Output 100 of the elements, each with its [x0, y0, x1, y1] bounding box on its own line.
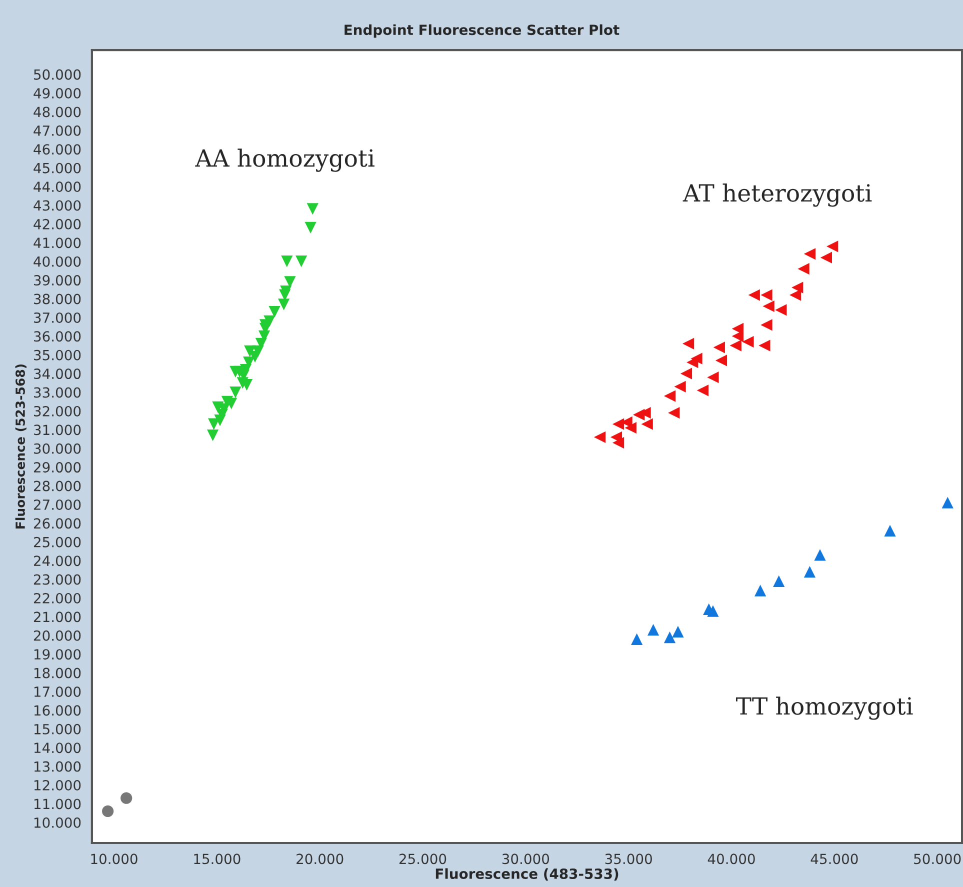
- y-tick-label: 45.000: [34, 162, 81, 174]
- y-tick-label: 44.000: [34, 182, 81, 192]
- x-tick-label: 30.000: [502, 854, 550, 864]
- point: [707, 605, 719, 617]
- point: [804, 248, 816, 260]
- y-tick-label: 19.000: [34, 649, 81, 660]
- point: [102, 805, 114, 818]
- point: [244, 345, 256, 357]
- annotation: AT heterozygoti: [682, 184, 872, 207]
- point: [798, 263, 810, 275]
- point: [214, 414, 226, 426]
- y-tick-label: 12.000: [34, 780, 81, 790]
- y-tick-label: 33.000: [34, 387, 81, 398]
- point: [304, 222, 316, 234]
- point: [268, 306, 280, 318]
- y-tick-label: 39.000: [34, 275, 81, 286]
- chart-title: Endpoint Fluorescence Scatter Plot: [344, 24, 620, 38]
- y-tick-label: 18.000: [34, 668, 81, 678]
- point: [278, 298, 290, 310]
- y-tick-label: 29.000: [34, 462, 81, 473]
- point: [306, 203, 318, 215]
- y-tick-label: 27.000: [34, 499, 81, 510]
- y-tick-label: 43.000: [34, 200, 81, 211]
- y-tick-label: 22.000: [34, 592, 81, 604]
- y-tick-label: 15.000: [34, 724, 81, 734]
- y-tick-label: 42.000: [34, 218, 81, 230]
- point: [672, 626, 684, 638]
- point: [758, 340, 770, 352]
- y-tick-label: 23.000: [34, 574, 81, 585]
- y-tick-label: 28.000: [34, 480, 81, 492]
- y-tick-label: 49.000: [34, 88, 81, 99]
- x-axis-title: Fluorescence (483-533): [436, 868, 618, 881]
- point: [884, 524, 896, 536]
- point: [762, 300, 774, 312]
- point: [633, 408, 645, 421]
- point: [664, 631, 676, 644]
- point: [281, 256, 293, 268]
- point: [820, 252, 832, 264]
- point: [612, 436, 624, 449]
- y-tick-label: 50.000: [34, 69, 81, 80]
- y-tick-label: 47.000: [34, 125, 81, 136]
- y-tick-label: 11.000: [34, 798, 81, 810]
- point: [641, 418, 653, 430]
- point: [212, 401, 224, 414]
- annotation: TT homozygoti: [736, 696, 913, 720]
- y-tick-label: 34.000: [34, 368, 81, 380]
- y-tick-label: 38.000: [34, 294, 81, 304]
- point: [680, 368, 692, 380]
- point: [760, 289, 772, 301]
- x-tick-label: 40.000: [708, 854, 755, 864]
- point: [624, 422, 636, 434]
- x-tick-label: 15.000: [194, 854, 240, 864]
- x-tick-label: 20.000: [296, 854, 344, 864]
- point: [612, 418, 624, 430]
- point: [760, 319, 772, 331]
- x-tick-label: 35.000: [605, 854, 652, 864]
- point: [790, 289, 802, 301]
- y-tick-label: 21.000: [34, 612, 81, 622]
- y-tick-label: 48.000: [34, 106, 81, 118]
- point: [754, 584, 766, 596]
- y-tick-label: 16.000: [34, 705, 81, 716]
- point: [942, 496, 954, 508]
- y-tick-label: 41.000: [34, 238, 81, 248]
- point: [804, 566, 816, 578]
- point: [120, 792, 132, 804]
- y-tick-label: 40.000: [34, 256, 81, 267]
- y-tick-label: 17.000: [34, 686, 81, 697]
- point: [696, 384, 708, 396]
- point: [730, 340, 742, 352]
- point: [792, 282, 804, 294]
- y-tick-label: 37.000: [34, 312, 81, 323]
- point: [682, 338, 694, 350]
- point: [707, 372, 719, 384]
- point: [631, 633, 643, 645]
- point: [668, 407, 680, 419]
- y-tick-label: 10.000: [34, 817, 81, 828]
- point: [647, 624, 660, 636]
- point: [775, 304, 787, 316]
- annotation: AA homozygoti: [195, 148, 374, 172]
- point: [230, 386, 242, 398]
- x-tick-label: 10.000: [91, 854, 138, 864]
- point: [594, 431, 606, 443]
- y-tick-label: 20.000: [34, 630, 81, 641]
- x-tick-label: 50.000: [914, 854, 961, 864]
- x-tick-label: 25.000: [399, 854, 446, 864]
- y-tick-label: 36.000: [34, 331, 81, 342]
- point: [814, 549, 826, 561]
- point: [674, 380, 686, 392]
- y-tick-label: 46.000: [34, 144, 81, 155]
- y-tick-label: 25.000: [34, 536, 81, 548]
- y-tick-label: 24.000: [34, 556, 81, 566]
- point: [826, 240, 838, 252]
- y-tick-label: 14.000: [34, 742, 81, 754]
- y-tick-label: 30.000: [34, 443, 81, 454]
- point: [715, 354, 728, 366]
- point: [742, 336, 754, 348]
- point: [664, 390, 676, 402]
- y-axis-title: Fluorescence (523-568): [15, 364, 26, 528]
- y-tick-label: 31.000: [34, 424, 81, 436]
- point: [206, 429, 219, 442]
